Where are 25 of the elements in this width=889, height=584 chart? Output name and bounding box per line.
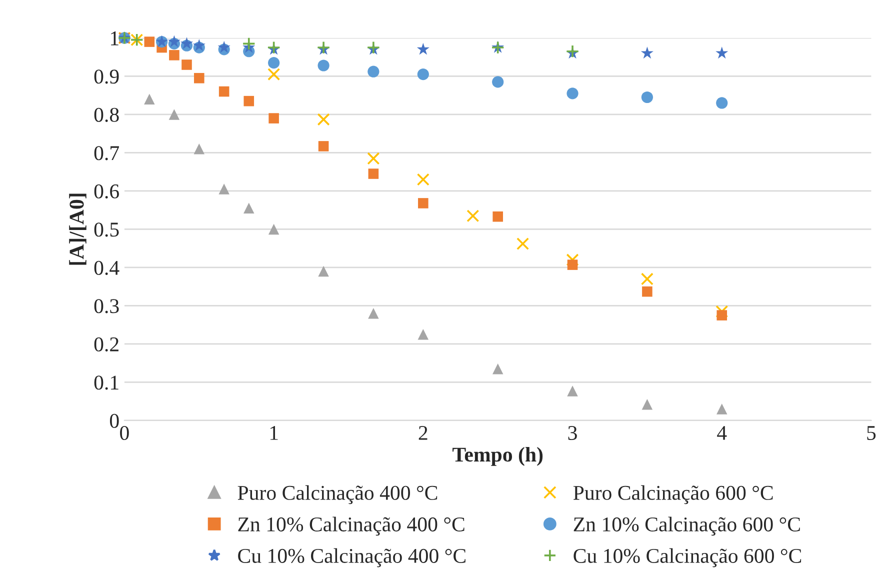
y-tick-label: 0.7 <box>94 146 119 160</box>
x-tick-label: 0 <box>120 426 129 440</box>
y-tick-label: 0.5 <box>94 222 119 237</box>
x-tick-label: 5 <box>867 426 876 440</box>
y-tick-label: 0.2 <box>94 337 118 352</box>
x-axis-title: Tempo (h) <box>452 447 543 466</box>
y-tick-label: 0.6 <box>94 184 119 198</box>
legend-label: Cu 10% Calcinação 600 °C <box>574 548 802 568</box>
y-axis-title: [A]/[A0] <box>69 194 86 265</box>
y-tick-label: 0.8 <box>94 108 119 122</box>
legend-label: Zn 10% Calcinação 600 °C <box>574 516 800 536</box>
x-tick-label: 2 <box>418 426 428 440</box>
y-tick-label: 0.1 <box>94 376 118 390</box>
x-tick-label: 3 <box>568 426 577 440</box>
y-tick-label: 0.3 <box>94 299 119 314</box>
legend-label: Cu 10% Calcinação 400 °C <box>238 548 466 568</box>
legend-label: Zn 10% Calcinação 400 °C <box>238 516 464 536</box>
x-tick-label: 4 <box>717 426 727 440</box>
legend-label: Puro Calcinação 400 °C <box>238 485 438 504</box>
x-tick-label: 1 <box>270 426 278 440</box>
legend-label: Puro Calcinação 600 °C <box>573 485 773 504</box>
y-tick-label: 0 <box>110 414 119 428</box>
y-tick-label: 0.9 <box>94 70 119 84</box>
y-tick-label: 0.4 <box>94 260 120 275</box>
y-tick-label: 1 <box>111 31 118 46</box>
